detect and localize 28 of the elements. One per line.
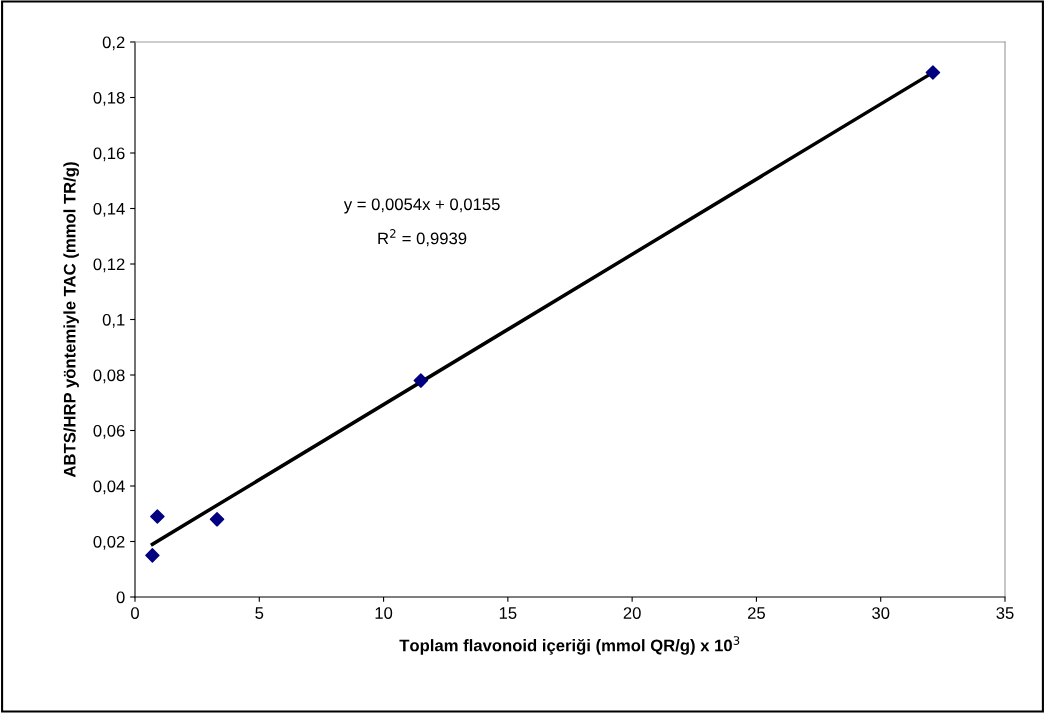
point (209, 512, 225, 527)
y-axis-title: ABTS/HRP yöntemiyle TAC (mmol TR/g) (63, 162, 79, 478)
x-tick-label: 10 (375, 607, 393, 619)
x-axis-title: Toplam flavonoid içeriği (mmol QR/g) x 10$^{3}$ (399, 636, 740, 655)
y-tick-label: 0,08 (93, 369, 125, 384)
y-tick-label: 0 (116, 591, 125, 604)
y-tick-label: 0,14 (93, 202, 125, 217)
point (925, 65, 941, 80)
x-tick-label: 5 (255, 607, 264, 619)
y-tick-label: 0,16 (93, 147, 125, 162)
y-tick-label: 0,18 (93, 91, 125, 106)
x-tick-label: 35 (996, 607, 1014, 619)
y-tick-label: 0,2 (102, 36, 125, 51)
annotation: y = 0,0054x + 0,0155 (343, 198, 500, 214)
y-tick-label: 0,02 (93, 535, 125, 550)
x-tick-label: 15 (499, 607, 517, 619)
point (413, 373, 429, 388)
x-tick-label: 0 (131, 607, 139, 619)
x-tick-label: 20 (623, 607, 641, 619)
y-tick-label: 0,1 (102, 313, 125, 328)
annotation: R$^{2}$ = 0,9939 (378, 229, 467, 247)
x-tick-label: 25 (748, 607, 765, 619)
y-tick-label: 0,12 (93, 258, 125, 273)
point (150, 509, 165, 524)
y-tick-label: 0,06 (93, 424, 125, 439)
y-tick-label: 0,04 (93, 480, 125, 495)
x-tick-label: 30 (872, 607, 890, 619)
point (145, 548, 160, 563)
